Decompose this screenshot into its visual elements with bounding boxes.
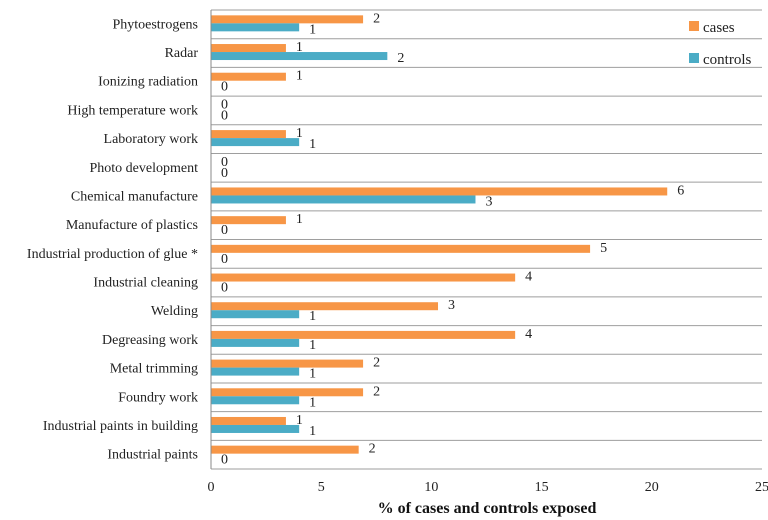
category-label: Laboratory work — [104, 132, 198, 147]
data-label-cases: 6 — [677, 183, 684, 198]
bar-cases — [211, 416, 286, 425]
x-axis-title: % of cases and controls exposed — [378, 500, 597, 517]
data-label-cases: 1 — [296, 69, 303, 84]
bar-controls — [211, 424, 300, 433]
data-label-cases: 2 — [369, 442, 376, 457]
category-label: Industrial cleaning — [93, 276, 198, 291]
axis-layer: 0 5 10 15 20 25 — [208, 10, 768, 495]
data-label-controls: 1 — [309, 22, 316, 37]
data-label-controls: 1 — [309, 309, 316, 324]
category-label: Industrial paints in building — [43, 419, 198, 434]
data-label-cases: 3 — [448, 298, 455, 313]
bar-controls — [211, 396, 300, 405]
bar-cases — [211, 44, 286, 53]
data-label-controls: 0 — [221, 166, 228, 181]
bar-cases — [211, 15, 364, 24]
bar-controls — [211, 195, 476, 204]
data-label-cases: 1 — [296, 413, 303, 428]
category-label: High temperature work — [67, 103, 198, 118]
bars-layer — [211, 15, 668, 454]
legend-label-cases: cases — [703, 20, 735, 36]
legend-swatch-cases — [689, 21, 699, 31]
bar-cases — [211, 302, 439, 311]
labels-layer: Phytoestrogens 2 1 Radar 1 2 Ionizing radiatio… — [27, 11, 684, 467]
bar-cases — [211, 359, 364, 368]
data-label-cases: 5 — [600, 241, 607, 256]
bar-controls — [211, 367, 300, 376]
data-label-controls: 1 — [309, 367, 316, 382]
data-label-cases: 4 — [525, 327, 532, 342]
data-label-controls: 0 — [221, 252, 228, 267]
category-label: Radar — [165, 46, 199, 61]
data-label-cases: 1 — [296, 212, 303, 227]
bar-controls — [211, 338, 300, 347]
data-label-controls: 0 — [221, 108, 228, 123]
data-label-controls: 1 — [309, 395, 316, 410]
data-label-cases: 2 — [373, 384, 380, 399]
data-label-cases: 0 — [221, 97, 228, 112]
data-label-controls: 2 — [397, 51, 404, 66]
data-label-cases: 2 — [373, 356, 380, 371]
bar-cases — [211, 330, 516, 339]
bar-cases — [211, 216, 286, 225]
grid-layer — [211, 9, 762, 470]
x-tick-label: 20 — [645, 480, 659, 495]
data-label-controls: 1 — [309, 338, 316, 353]
category-label: Industrial paints — [107, 448, 198, 463]
legend-label-controls: controls — [703, 52, 751, 68]
data-label-cases: 2 — [373, 11, 380, 26]
data-label-cases: 1 — [296, 126, 303, 141]
category-label: Welding — [151, 304, 198, 319]
x-tick-label: 25 — [755, 480, 768, 495]
category-label: Manufacture of plastics — [66, 218, 198, 233]
category-label: Foundry work — [118, 390, 198, 405]
data-label-controls: 1 — [309, 137, 316, 152]
bar-controls — [211, 23, 300, 32]
data-label-cases: 0 — [221, 155, 228, 170]
data-label-controls: 0 — [221, 453, 228, 468]
category-label: Industrial production of glue * — [27, 247, 198, 262]
bar-controls — [211, 52, 388, 61]
category-label: Photo development — [90, 161, 199, 176]
bar-cases — [211, 388, 364, 397]
legend: cases controls — [689, 20, 751, 68]
category-label: Degreasing work — [102, 333, 198, 348]
category-label: Metal trimming — [110, 362, 198, 377]
x-tick-label: 10 — [424, 480, 438, 495]
x-tick-label: 5 — [318, 480, 325, 495]
category-label: Ionizing radiation — [98, 75, 198, 90]
data-label-controls: 1 — [309, 424, 316, 439]
bar-cases — [211, 187, 668, 196]
x-tick-label: 15 — [535, 480, 549, 495]
data-label-controls: 0 — [221, 281, 228, 296]
bar-cases — [211, 273, 516, 282]
data-label-cases: 4 — [525, 270, 532, 285]
category-label: Phytoestrogens — [112, 17, 198, 32]
x-tick-label: 0 — [208, 480, 215, 495]
bar-controls — [211, 138, 300, 147]
bar-cases — [211, 72, 286, 81]
data-label-controls: 0 — [221, 223, 228, 238]
data-label-cases: 1 — [296, 40, 303, 55]
bar-cases — [211, 244, 591, 253]
bar-controls — [211, 310, 300, 319]
category-label: Chemical manufacture — [71, 189, 198, 204]
bar-cases — [211, 445, 359, 454]
data-label-controls: 3 — [485, 194, 492, 209]
data-label-controls: 0 — [221, 80, 228, 95]
bar-cases — [211, 130, 286, 139]
legend-swatch-controls — [689, 53, 699, 63]
